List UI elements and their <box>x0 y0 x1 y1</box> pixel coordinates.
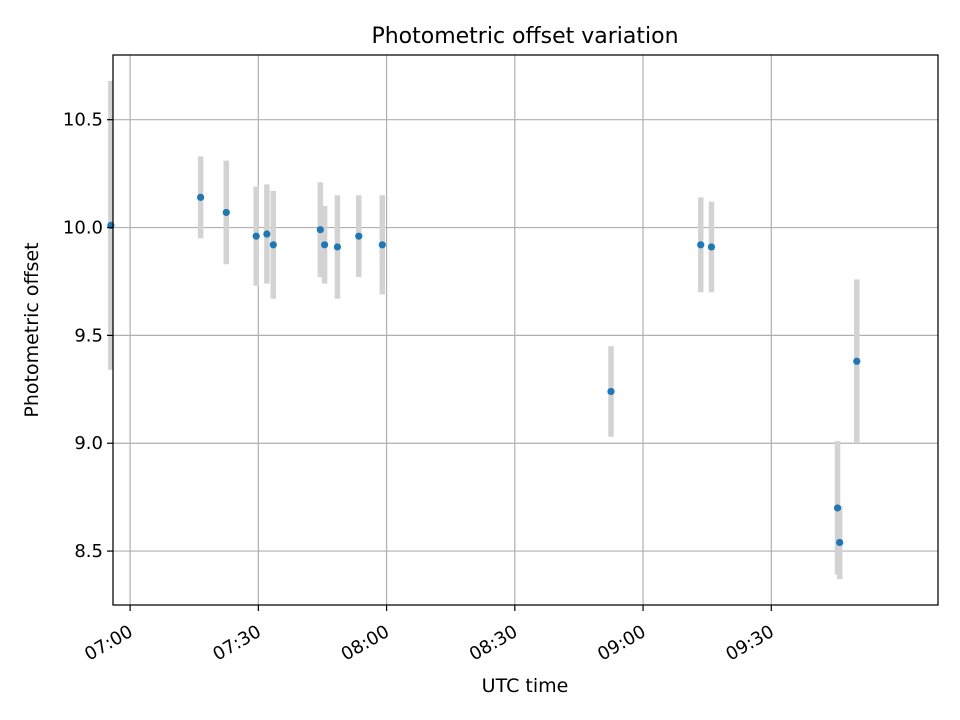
data-point <box>252 232 260 240</box>
data-point <box>197 193 205 201</box>
y-axis-ticks: 8.5 9.0 9.5 10.0 10.5 <box>63 110 113 562</box>
data-point <box>269 241 277 249</box>
data-point <box>836 538 844 547</box>
data-point <box>263 230 271 238</box>
data-point <box>707 243 716 251</box>
y-tick-label: 10.0 <box>63 218 103 239</box>
y-axis-label: Photometric offset <box>21 242 43 417</box>
grid <box>113 55 938 605</box>
data-point <box>355 232 363 240</box>
data-point <box>697 241 705 249</box>
data-point <box>378 241 386 249</box>
data-point <box>833 504 842 512</box>
data-point <box>333 243 342 251</box>
y-tick-label: 9.0 <box>74 433 103 454</box>
chart-title: Photometric offset variation <box>371 24 678 49</box>
data-point <box>320 241 329 249</box>
data-point <box>853 357 861 365</box>
plot-frame <box>112 54 939 606</box>
y-tick-label: 8.5 <box>74 541 103 562</box>
data-point <box>607 387 615 396</box>
y-tick-label: 9.5 <box>74 325 103 346</box>
y-tick-label: 10.5 <box>63 110 103 131</box>
x-axis-label: UTC time <box>482 675 569 697</box>
data-point <box>222 208 230 217</box>
data-point <box>316 226 324 234</box>
